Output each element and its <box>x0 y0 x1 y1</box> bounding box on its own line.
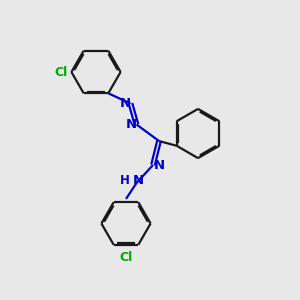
Text: N: N <box>120 97 131 110</box>
Text: H: H <box>120 174 130 187</box>
Text: Cl: Cl <box>119 251 133 264</box>
Text: N: N <box>153 159 165 172</box>
Text: N: N <box>126 118 137 131</box>
Text: N: N <box>132 174 144 187</box>
Text: Cl: Cl <box>55 65 68 79</box>
